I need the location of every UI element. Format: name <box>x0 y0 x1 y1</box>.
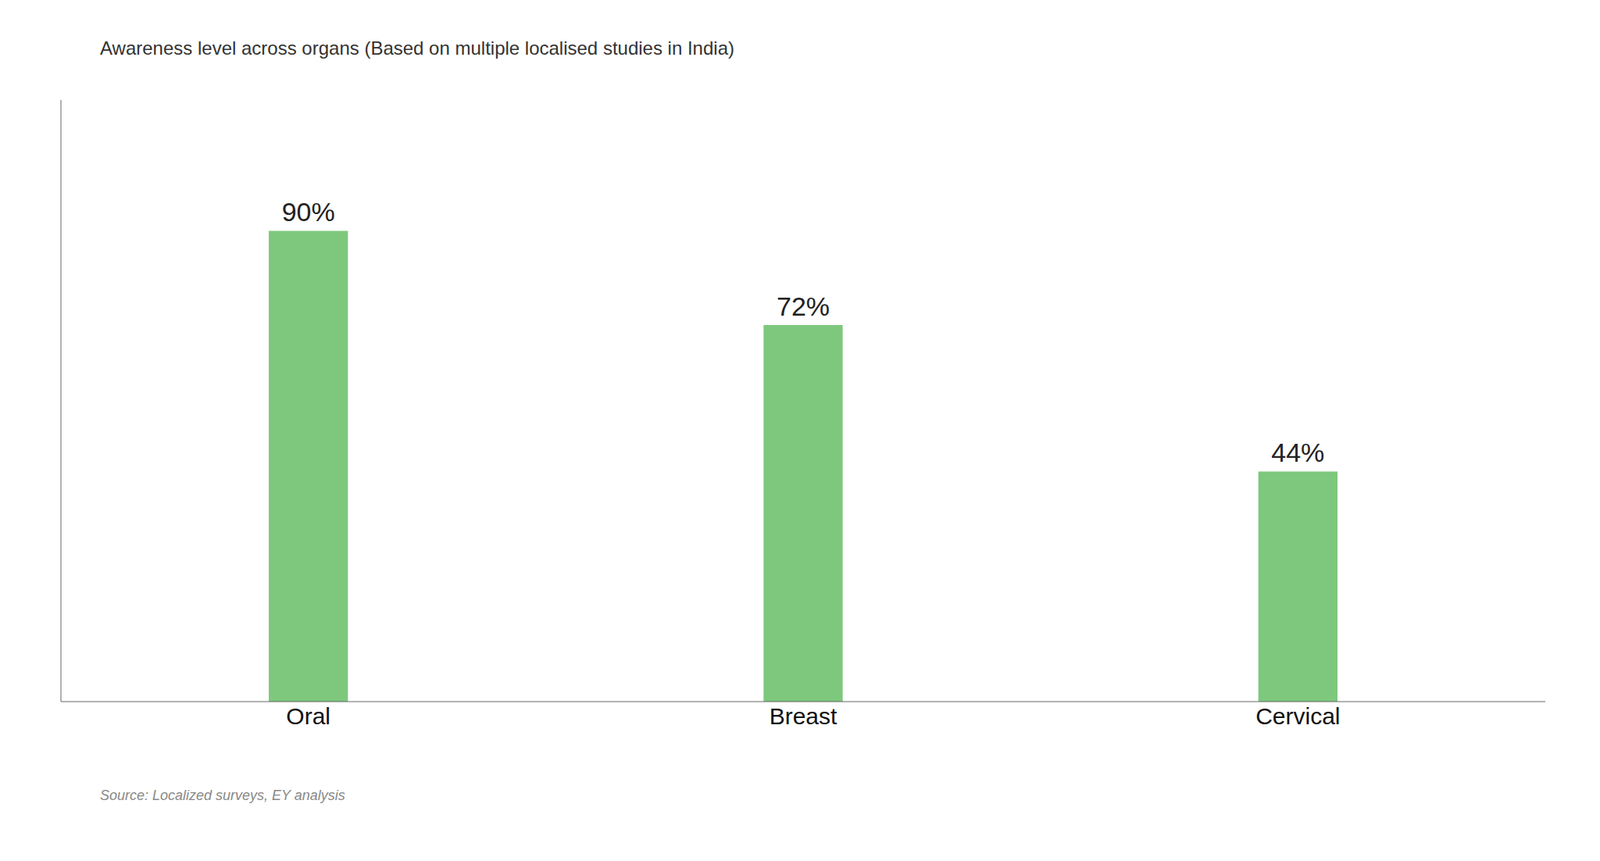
svg-text:Breast: Breast <box>769 703 838 729</box>
svg-text:44%: 44% <box>1271 437 1325 468</box>
html-text:Awareness level across organs: Awareness level across organs (Based on … <box>100 37 735 59</box>
svg-text:Oral: Oral <box>285 703 331 729</box>
svg-text:90%: 90% <box>282 196 336 227</box>
svg-text:72%: 72% <box>776 291 830 322</box>
svg-text:Cervical: Cervical <box>1255 703 1340 729</box>
html-text:Source: Localized surveys, EY: Source: Localized surveys, EY analysis <box>100 787 346 804</box>
